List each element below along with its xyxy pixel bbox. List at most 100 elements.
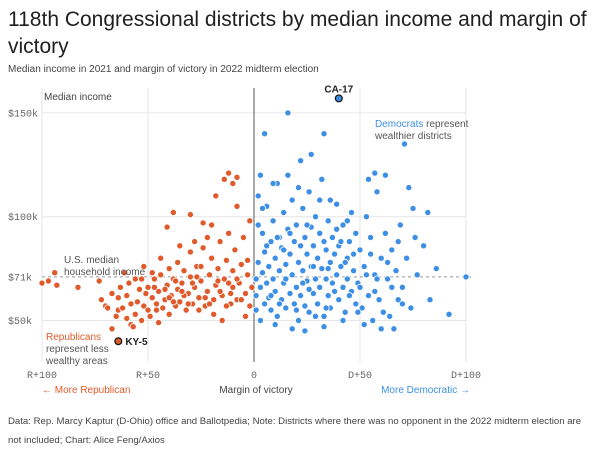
median-label-line1: U.S. median — [64, 255, 119, 266]
democrat-district-point-160 — [343, 217, 351, 225]
democrat-district-point-151 — [373, 275, 381, 283]
democrat-district-point-115 — [407, 304, 415, 312]
republicans-annotation-line2: represent less — [46, 344, 109, 355]
democrat-district-point-166 — [326, 196, 334, 204]
democrat-district-point-94 — [358, 304, 366, 312]
democrat-district-point-39 — [292, 283, 300, 291]
democrat-district-point-106 — [384, 275, 392, 283]
republican-district-point-64 — [220, 275, 228, 283]
republican-district-point-16 — [131, 310, 139, 318]
republican-district-point-115 — [205, 300, 213, 308]
republican-district-point-93 — [157, 254, 165, 262]
republican-district-point-13 — [123, 292, 131, 300]
democrat-district-point-33 — [286, 289, 294, 297]
democrat-district-point-7 — [258, 269, 266, 277]
democrat-district-point-75 — [331, 250, 339, 258]
republican-district-point-128 — [214, 277, 222, 285]
democrat-district-point-120 — [432, 265, 440, 273]
republican-district-point-35 — [165, 265, 173, 273]
republican-district-point-125 — [104, 304, 112, 312]
republican-district-point-12 — [123, 314, 131, 322]
democrat-district-point-164 — [356, 283, 364, 291]
democrat-district-point-29 — [282, 304, 290, 312]
democrat-district-point-134 — [273, 233, 281, 241]
democrat-district-point-42 — [294, 316, 302, 324]
democrat-district-point-122 — [462, 273, 470, 281]
democrat-district-point-102 — [375, 296, 383, 304]
republican-district-point-8 — [108, 325, 116, 333]
republican-district-point-70 — [231, 246, 239, 254]
democrat-district-point-113 — [398, 283, 406, 291]
democrat-district-point-30 — [282, 260, 290, 268]
democrat-district-point-158 — [303, 221, 311, 229]
republican-district-point-89 — [163, 223, 171, 231]
democrat-district-point-58 — [311, 213, 319, 221]
republican-district-point-123 — [127, 300, 135, 308]
democrat-district-point-103 — [377, 254, 385, 262]
democrat-district-point-36 — [288, 196, 296, 204]
republican-district-point-91 — [191, 238, 199, 246]
x-tick-label-1: R+50 — [136, 371, 160, 382]
y-tick-label-0: $150k — [8, 108, 38, 120]
republican-district-point-3 — [53, 281, 61, 289]
democrat-district-point-82 — [339, 221, 347, 229]
democrat-district-point-80 — [337, 262, 345, 270]
democrat-district-point-43 — [297, 242, 305, 250]
democrat-district-point-140 — [271, 321, 279, 329]
democrat-district-point-65 — [320, 312, 328, 320]
democrat-district-point-176 — [333, 225, 341, 233]
republican-district-point-22 — [144, 306, 152, 314]
democrat-district-point-144 — [360, 321, 368, 329]
highlight-label-ca-17: CA-17 — [324, 84, 353, 95]
democrat-district-point-45 — [299, 267, 307, 275]
republican-district-point-4 — [74, 283, 82, 291]
highlight-label-ky-5: KY-5 — [125, 337, 148, 348]
republican-district-point-80 — [248, 283, 256, 291]
democrat-district-point-145 — [377, 325, 385, 333]
republican-district-point-90 — [203, 233, 211, 241]
democrat-district-point-20 — [271, 254, 279, 262]
republican-district-point-68 — [229, 283, 237, 291]
democrat-district-point-180 — [371, 287, 379, 295]
democrat-district-point-147 — [411, 233, 419, 241]
republican-district-point-51 — [195, 294, 203, 302]
highlighted-districts: CA-17 KY-5 — [114, 84, 354, 348]
republican-district-point-98 — [108, 289, 116, 297]
republican-district-point-17 — [133, 298, 141, 306]
republican-district-point-27 — [152, 300, 160, 308]
democrat-district-point-165 — [337, 238, 345, 246]
democrat-district-point-169 — [254, 221, 262, 229]
democrat-district-point-85 — [343, 275, 351, 283]
x-tick-label-4: D+100 — [451, 371, 481, 382]
republican-district-point-87 — [186, 211, 194, 219]
republican-points — [38, 169, 256, 333]
democrat-district-point-154 — [311, 312, 319, 320]
democrat-district-point-98 — [367, 250, 375, 258]
republican-district-point-41 — [176, 298, 184, 306]
democrat-district-point-105 — [381, 229, 389, 237]
democrat-district-point-155 — [288, 325, 296, 333]
democrat-district-point-177 — [341, 258, 349, 266]
republican-district-point-118 — [244, 256, 252, 264]
democrat-district-point-91 — [352, 229, 360, 237]
republican-district-point-44 — [182, 306, 190, 314]
democrat-district-point-44 — [297, 292, 305, 300]
republican-district-point-23 — [144, 283, 152, 291]
x-axis-label: Margin of victory — [219, 385, 292, 396]
republican-district-point-52 — [197, 277, 205, 285]
democrat-district-point-52 — [305, 308, 313, 316]
democrat-district-point-15 — [267, 238, 275, 246]
democrat-district-point-174 — [309, 262, 317, 270]
democrat-district-point-159 — [316, 196, 324, 204]
democrat-district-point-59 — [314, 300, 322, 308]
democrat-district-point-60 — [314, 254, 322, 262]
democrat-district-point-77 — [333, 200, 341, 208]
democrat-district-point-63 — [318, 265, 326, 273]
chart-title: 118th Congressional districts by median … — [8, 8, 587, 58]
republican-district-point-99 — [116, 283, 124, 291]
republican-district-point-6 — [97, 296, 105, 304]
democrat-district-point-162 — [384, 258, 392, 266]
republican-district-point-65 — [222, 256, 230, 264]
democrat-district-point-138 — [324, 265, 332, 273]
democrat-district-point-110 — [392, 267, 400, 275]
